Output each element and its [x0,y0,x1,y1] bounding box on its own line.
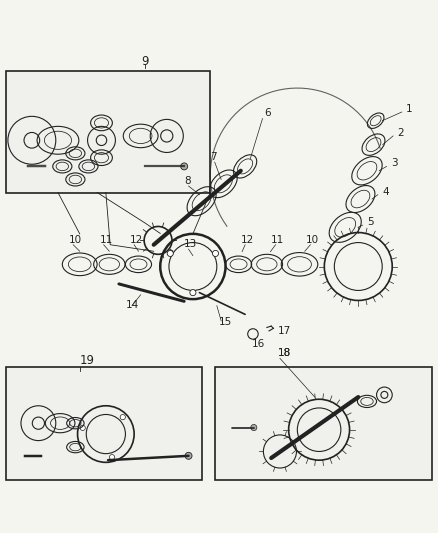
Text: 9: 9 [141,55,149,68]
Text: 10: 10 [306,235,319,245]
Text: 1: 1 [406,104,413,114]
Text: 6: 6 [265,108,271,118]
Circle shape [251,424,257,431]
Bar [6,71,210,192]
Text: 2: 2 [397,128,404,138]
Text: 17: 17 [278,326,291,336]
Text: 11: 11 [99,235,113,245]
Text: 12: 12 [241,235,254,245]
Text: 11: 11 [271,235,284,245]
Text: 12: 12 [130,235,143,245]
Text: 5: 5 [367,217,374,227]
Text: 13: 13 [184,239,198,249]
Circle shape [212,251,219,256]
Text: 18: 18 [278,348,291,358]
Text: 10: 10 [69,235,82,245]
Text: 7: 7 [210,152,217,162]
Text: 16: 16 [252,339,265,349]
Text: 18: 18 [278,348,291,358]
Bar [6,367,201,480]
Text: 3: 3 [391,158,398,168]
Circle shape [120,415,125,420]
Text: 15: 15 [219,317,232,327]
Text: 19: 19 [80,354,95,367]
Circle shape [190,289,196,296]
Circle shape [110,455,115,460]
Text: 14: 14 [125,300,139,310]
Text: 8: 8 [184,176,191,186]
Circle shape [181,163,187,170]
Bar [215,367,432,480]
Circle shape [80,425,85,431]
Text: 4: 4 [382,187,389,197]
Circle shape [167,251,173,256]
Circle shape [185,453,192,459]
